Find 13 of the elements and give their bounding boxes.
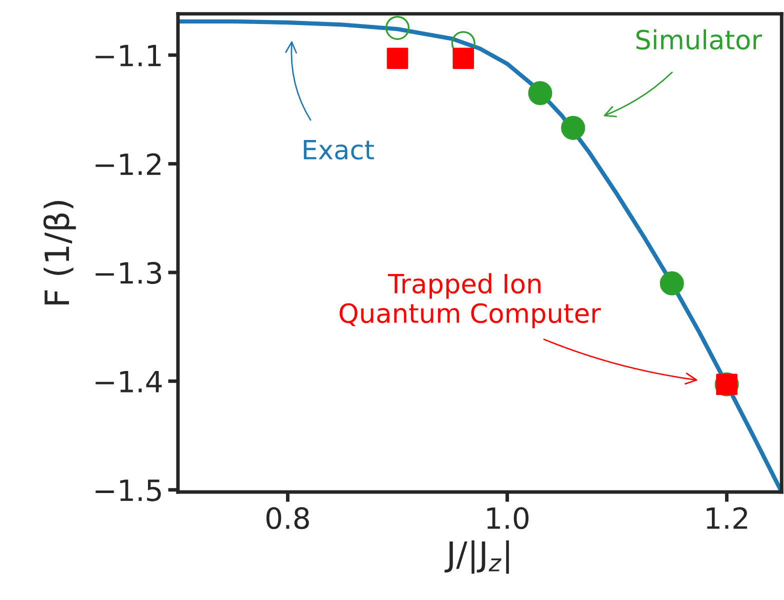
x-tick-label: 1.0	[487, 507, 529, 530]
annotation: Trapped Ion Quantum Computer	[340, 273, 601, 328]
annotation: Exact	[304, 140, 374, 160]
y-tick-label: −1.5	[96, 480, 161, 502]
x-axis-title: J/|J$_{z}$|	[444, 540, 509, 574]
x-tick-label: 0.8	[266, 507, 309, 530]
y-tick-label: −1.1	[96, 44, 161, 66]
y-axis-title: F (1/β)	[43, 201, 76, 304]
y-tick-label: −1.4	[96, 370, 162, 392]
y-tick-label: −1.2	[96, 153, 160, 175]
x-tick-label: 1.2	[706, 507, 748, 529]
y-tick-label: −1.3	[96, 262, 162, 284]
annotation: Simulator	[636, 29, 762, 50]
